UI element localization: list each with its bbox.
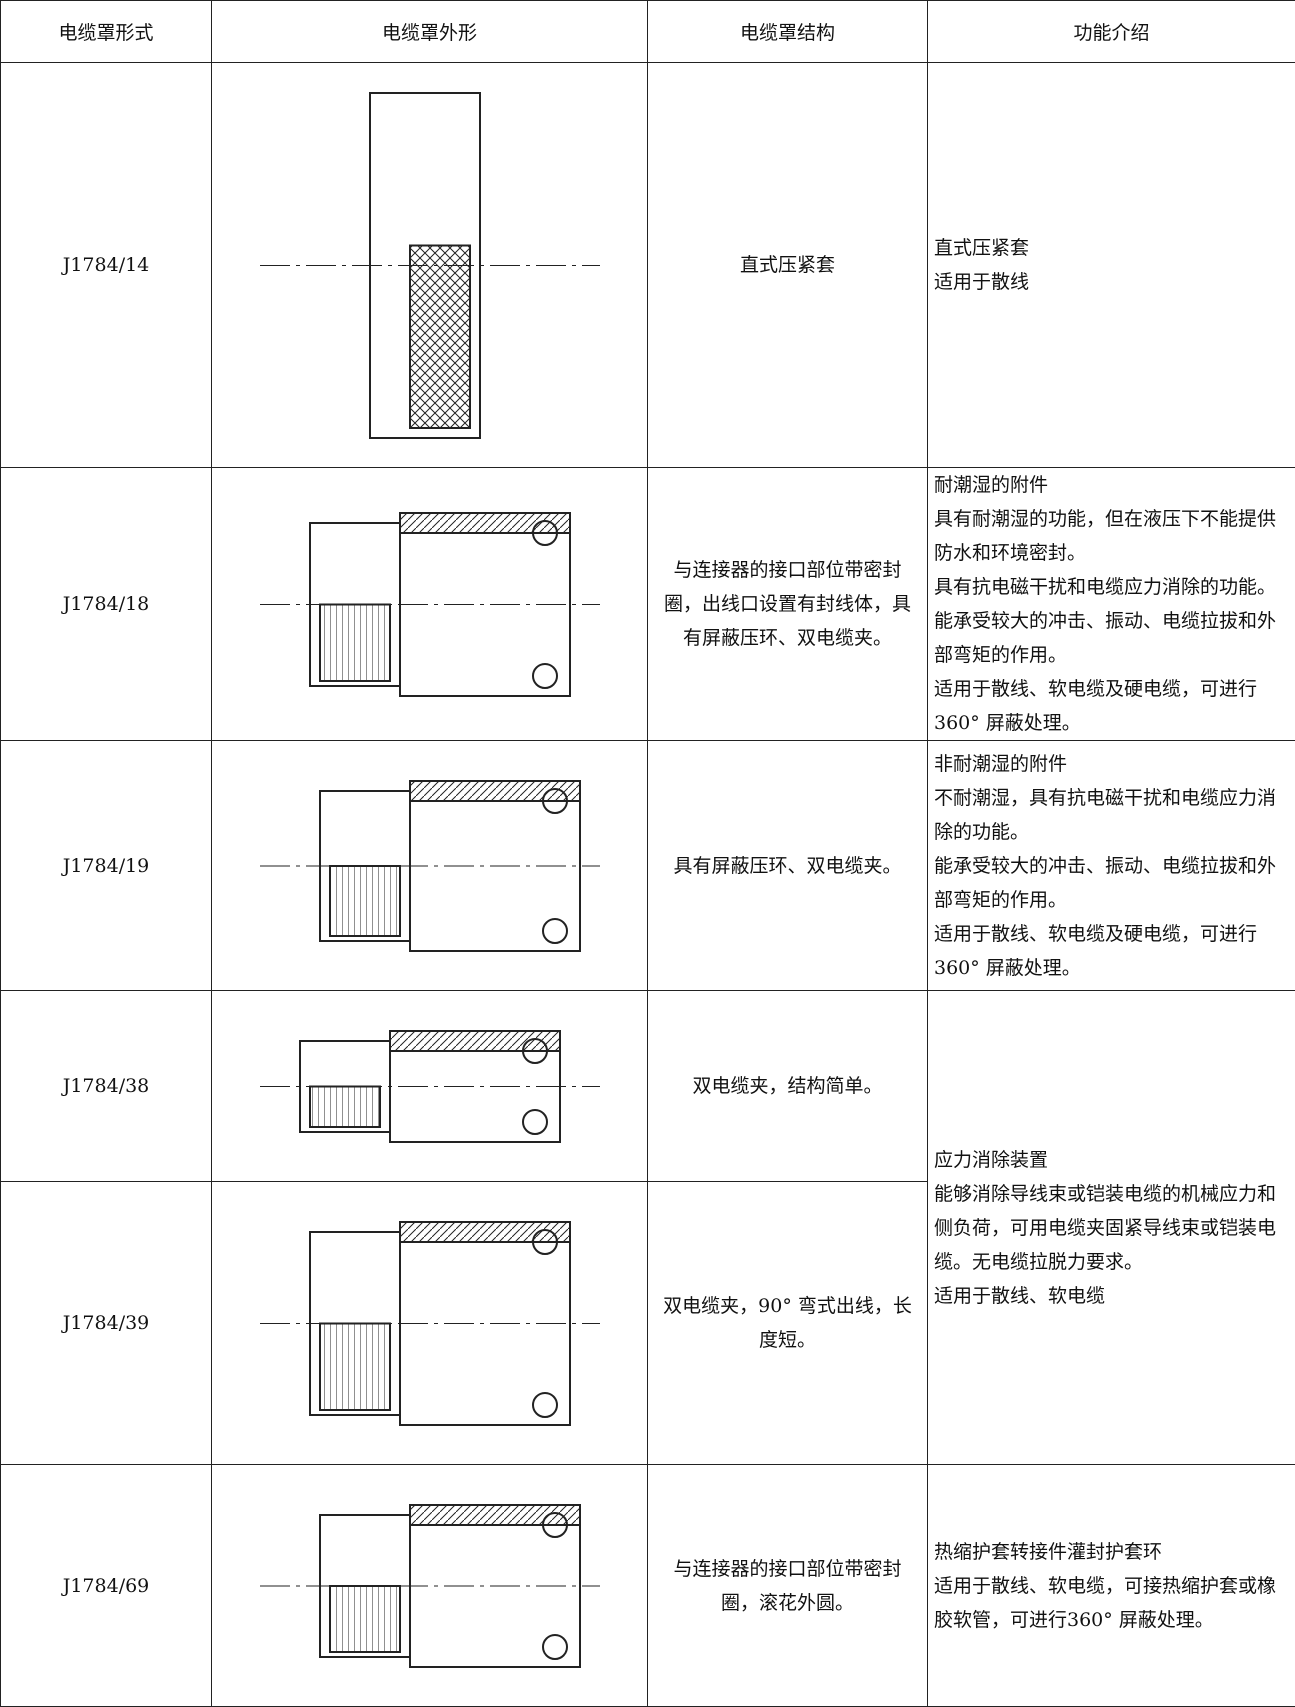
function-line: 适用于散线、软电缆，可接热缩护套或橡胶软管，可进行360° 屏蔽处理。 xyxy=(934,1569,1289,1637)
structure-cell: 具有屏蔽压环、双电缆夹。 xyxy=(648,741,928,991)
model-cell: J1784/39 xyxy=(1,1182,212,1465)
table-row: J1784/69 与连接器的接口部位带密封圈，滚花外圆。热缩护套转接件灌封护套环… xyxy=(1,1465,1295,1707)
function-cell: 非耐潮湿的附件不耐潮湿，具有抗电磁干扰和电缆应力消除的功能。能承受较大的冲击、振… xyxy=(928,741,1295,991)
table-row: J1784/19 具有屏蔽压环、双电缆夹。非耐潮湿的附件不耐潮湿，具有抗电磁干扰… xyxy=(1,741,1295,991)
connector-drawing xyxy=(240,78,620,453)
structure-cell: 双电缆夹，结构简单。 xyxy=(648,991,928,1182)
connector-drawing xyxy=(240,756,620,976)
function-cell: 应力消除装置能够消除导线束或铠装电缆的机械应力和侧负荷，可用电缆夹固紧导线束或铠… xyxy=(928,991,1295,1465)
model-cell: J1784/19 xyxy=(1,741,212,991)
function-line: 能承受较大的冲击、振动、电缆拉拔和外部弯矩的作用。 xyxy=(934,849,1289,917)
drawing-cell xyxy=(212,741,648,991)
model-cell: J1784/14 xyxy=(1,63,212,468)
drawing-cell xyxy=(212,468,648,741)
drawing-cell xyxy=(212,63,648,468)
connector-drawing xyxy=(240,488,620,721)
function-line: 耐潮湿的附件 xyxy=(934,468,1289,502)
connector-drawing xyxy=(240,1006,620,1167)
model-cell: J1784/38 xyxy=(1,991,212,1182)
structure-cell: 与连接器的接口部位带密封圈，出线口设置有封线体，具有屏蔽压环、双电缆夹。 xyxy=(648,468,928,741)
column-header: 功能介绍 xyxy=(928,1,1295,63)
structure-cell: 与连接器的接口部位带密封圈，滚花外圆。 xyxy=(648,1465,928,1707)
drawing-cell xyxy=(212,1182,648,1465)
connector-drawing xyxy=(240,1197,620,1450)
function-line: 直式压紧套 xyxy=(934,231,1289,265)
function-line: 具有耐潮湿的功能，但在液压下不能提供防水和环境密封。 xyxy=(934,502,1289,570)
connector-drawing xyxy=(240,1480,620,1692)
function-cell: 热缩护套转接件灌封护套环适用于散线、软电缆，可接热缩护套或橡胶软管，可进行360… xyxy=(928,1465,1295,1707)
function-line: 应力消除装置 xyxy=(934,1143,1289,1177)
function-cell: 直式压紧套适用于散线 xyxy=(928,63,1295,468)
table-row: J1784/18 与连接器的接口部位带密封圈，出线口设置有封线体，具有屏蔽压环、… xyxy=(1,468,1295,741)
function-cell: 耐潮湿的附件具有耐潮湿的功能，但在液压下不能提供防水和环境密封。具有抗电磁干扰和… xyxy=(928,468,1295,741)
model-cell: J1784/18 xyxy=(1,468,212,741)
header-row: 电缆罩形式电缆罩外形电缆罩结构功能介绍 xyxy=(1,1,1295,63)
drawing-cell xyxy=(212,991,648,1182)
function-line: 非耐潮湿的附件 xyxy=(934,747,1289,781)
function-line: 适用于散线 xyxy=(934,265,1289,299)
column-header: 电缆罩外形 xyxy=(212,1,648,63)
drawing-cell xyxy=(212,1465,648,1707)
function-line: 适用于散线、软电缆及硬电缆，可进行360° 屏蔽处理。 xyxy=(934,672,1289,740)
table-row: J1784/38 双电缆夹，结构简单。应力消除装置能够消除导线束或铠装电缆的机械… xyxy=(1,991,1295,1182)
function-line: 具有抗电磁干扰和电缆应力消除的功能。 xyxy=(934,570,1289,604)
column-header: 电缆罩结构 xyxy=(648,1,928,63)
function-line: 适用于散线、软电缆及硬电缆，可进行360° 屏蔽处理。 xyxy=(934,917,1289,985)
function-line: 能够消除导线束或铠装电缆的机械应力和侧负荷，可用电缆夹固紧导线束或铠装电缆。无电… xyxy=(934,1177,1289,1279)
table-row: J1784/14 直式压紧套直式压紧套适用于散线 xyxy=(1,63,1295,468)
structure-cell: 直式压紧套 xyxy=(648,63,928,468)
function-line: 热缩护套转接件灌封护套环 xyxy=(934,1535,1289,1569)
structure-cell: 双电缆夹，90° 弯式出线，长度短。 xyxy=(648,1182,928,1465)
function-line: 能承受较大的冲击、振动、电缆拉拔和外部弯矩的作用。 xyxy=(934,604,1289,672)
model-cell: J1784/69 xyxy=(1,1465,212,1707)
column-header: 电缆罩形式 xyxy=(1,1,212,63)
function-line: 适用于散线、软电缆 xyxy=(934,1279,1289,1313)
function-line: 不耐潮湿，具有抗电磁干扰和电缆应力消除的功能。 xyxy=(934,781,1289,849)
